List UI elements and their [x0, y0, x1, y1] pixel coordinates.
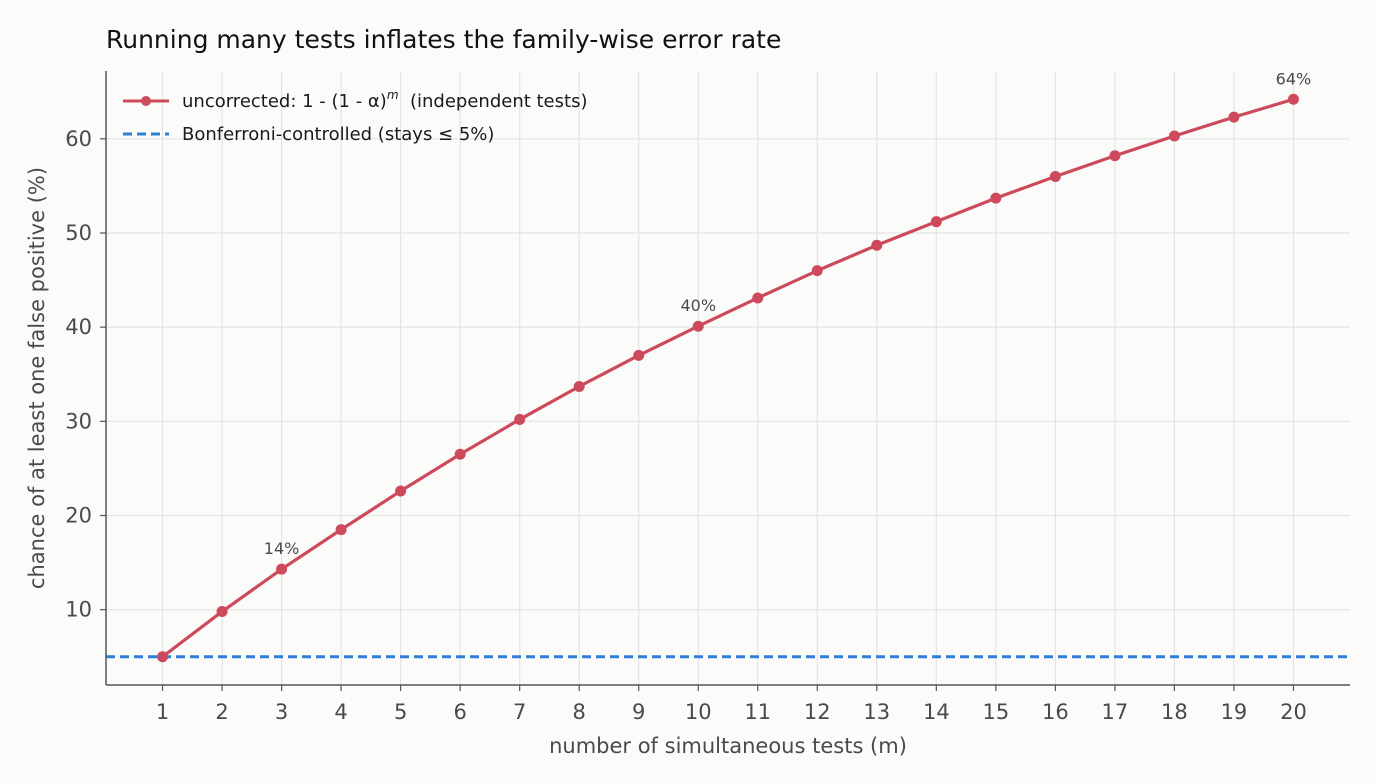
- legend-label-uncorrected: uncorrected: 1 - (1 - α)m (independent t…: [182, 88, 587, 112]
- y-tick-label: 50: [65, 221, 92, 245]
- series-line-uncorrected: [161, 97, 1294, 659]
- data-point-uncorrected: [1168, 130, 1180, 142]
- annotations: 14% 40% 64%: [264, 69, 1311, 558]
- x-tick-label: 19: [1221, 700, 1248, 724]
- x-tick-label: 11: [744, 700, 771, 724]
- axes: [105, 71, 1350, 686]
- data-point-uncorrected: [1109, 150, 1121, 162]
- data-point-uncorrected: [157, 651, 169, 663]
- data-point-uncorrected: [454, 448, 466, 460]
- x-tick-label: 7: [513, 700, 526, 724]
- data-point-uncorrected: [335, 524, 347, 536]
- y-tick-label: 10: [65, 598, 92, 622]
- data-point-uncorrected: [633, 349, 645, 361]
- y-tick-label: 40: [65, 315, 92, 339]
- x-tick-label: 2: [215, 700, 228, 724]
- data-label: 40%: [680, 296, 716, 315]
- x-tick-label: 8: [573, 700, 586, 724]
- x-tick-label: 20: [1280, 700, 1307, 724]
- data-point-uncorrected: [871, 239, 883, 251]
- x-tick-label: 13: [863, 700, 890, 724]
- data-point-uncorrected: [1228, 111, 1240, 123]
- data-point-uncorrected: [573, 380, 585, 392]
- data-point-uncorrected: [216, 606, 228, 618]
- data-label: 14%: [264, 539, 300, 558]
- data-point-uncorrected: [692, 320, 704, 332]
- data-point-uncorrected: [752, 292, 764, 304]
- x-tick-label: 1: [156, 700, 169, 724]
- legend-label-bonferroni: Bonferroni-controlled (stays ≤ 5%): [182, 124, 494, 145]
- ticks: 1 2 3 4 5 6 7 8 9 10 11 12 13 14 15 16 17 18 19 20102030405…: [65, 127, 1307, 724]
- x-tick-label: 18: [1161, 700, 1188, 724]
- data-point-uncorrected: [514, 413, 526, 425]
- data-point-uncorrected: [1287, 93, 1299, 105]
- x-tick-label: 17: [1102, 700, 1129, 724]
- x-tick-label: 12: [804, 700, 831, 724]
- data-label: 64%: [1276, 69, 1312, 88]
- x-tick-label: 5: [394, 700, 407, 724]
- legend: uncorrected: 1 - (1 - α)m (independent t…: [123, 88, 587, 145]
- series-layer: [106, 93, 1350, 663]
- chart-title: Running many tests inflates the family-w…: [106, 25, 781, 54]
- x-tick-label: 6: [453, 700, 466, 724]
- data-point-uncorrected: [811, 265, 823, 277]
- grid: [106, 71, 1350, 685]
- x-tick-label: 15: [982, 700, 1009, 724]
- x-tick-label: 4: [334, 700, 347, 724]
- x-tick-label: 10: [685, 700, 712, 724]
- data-point-uncorrected: [930, 216, 942, 228]
- x-tick-label: 14: [923, 700, 950, 724]
- x-axis-label: number of simultaneous tests (m): [549, 734, 907, 758]
- y-axis-label: chance of at least one false positive (%…: [25, 167, 49, 589]
- legend-marker-uncorrected: [141, 96, 151, 106]
- y-tick-label: 20: [65, 503, 92, 527]
- y-tick-label: 30: [65, 409, 92, 433]
- x-tick-label: 3: [275, 700, 288, 724]
- data-point-uncorrected: [395, 485, 407, 497]
- x-tick-label: 9: [632, 700, 645, 724]
- y-tick-label: 60: [65, 127, 92, 151]
- data-point-uncorrected: [276, 563, 288, 575]
- x-tick-label: 16: [1042, 700, 1069, 724]
- data-point-uncorrected: [990, 192, 1002, 204]
- data-point-uncorrected: [1049, 170, 1061, 182]
